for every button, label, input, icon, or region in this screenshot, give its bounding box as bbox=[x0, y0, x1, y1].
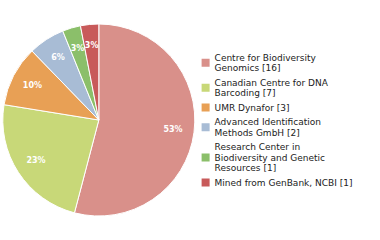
data-label: 3% bbox=[85, 41, 99, 50]
legend: Centre for BiodiversityGenomics [16] Cana… bbox=[202, 53, 353, 188]
legend-swatch bbox=[202, 154, 210, 162]
legend-swatch bbox=[202, 84, 210, 92]
legend-label: UMR Dynafor [3] bbox=[215, 103, 290, 113]
legend-swatch bbox=[202, 123, 210, 131]
legend-swatch bbox=[202, 179, 210, 187]
legend-swatch bbox=[202, 59, 210, 67]
data-label: 23% bbox=[26, 156, 45, 165]
pie-slice bbox=[3, 105, 99, 213]
legend-label: Canadian Centre for DNABarcoding [7] bbox=[215, 78, 329, 99]
data-labels: 53% 23% 10% 6% 3%3% bbox=[23, 41, 183, 165]
chart: 53% 23% 10% 6% 3%3% Centre for BiodiversityGe… bbox=[0, 0, 380, 240]
chart-container: 53% 23% 10% 6% 3%3% Centre for BiodiversityGe… bbox=[0, 0, 380, 240]
data-label: 10% bbox=[23, 81, 42, 90]
pie-slice bbox=[80, 24, 98, 120]
legend-swatch bbox=[202, 104, 210, 112]
data-label: 3% bbox=[71, 44, 85, 53]
legend-label: Advanced IdentificationMethods GmbH [2] bbox=[215, 117, 321, 138]
pie bbox=[3, 24, 195, 216]
data-label: 6% bbox=[51, 53, 65, 62]
legend-label: Centre for BiodiversityGenomics [16] bbox=[215, 53, 317, 74]
data-label: 53% bbox=[163, 125, 182, 134]
legend-label: Mined from GenBank, NCBI [1] bbox=[215, 178, 353, 188]
legend-label: Research Center inBiodiversity and Genet… bbox=[215, 142, 325, 173]
